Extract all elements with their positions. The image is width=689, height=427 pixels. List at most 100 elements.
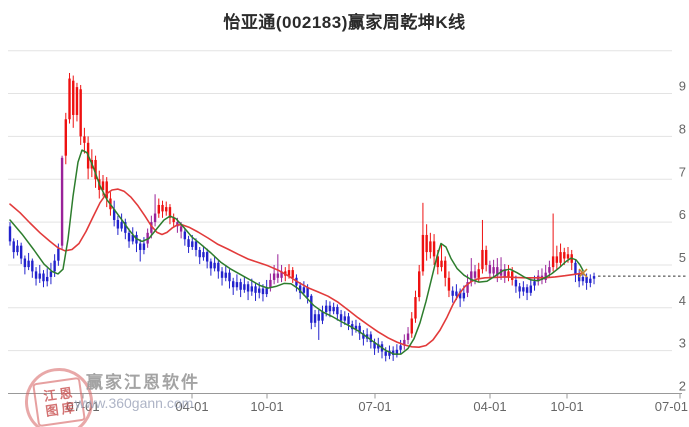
y-tick-label: 5 (679, 250, 686, 265)
candle-body (12, 241, 15, 253)
candle-body (261, 288, 265, 295)
candle-body (235, 282, 239, 288)
candle-body (198, 249, 201, 258)
candle-body (291, 270, 294, 278)
candle-body (142, 243, 146, 250)
candle-body (421, 234, 425, 272)
candle-body (462, 292, 466, 299)
candle-body (589, 278, 592, 283)
candle-body (310, 295, 313, 323)
candle-body (566, 254, 570, 259)
x-tick-label: 07-01 (358, 399, 391, 414)
candle-body (388, 350, 391, 356)
candle-body (444, 260, 447, 278)
candle-body (555, 256, 559, 263)
candle-body (79, 89, 82, 137)
candle-body (447, 277, 451, 291)
candle-body (328, 305, 332, 312)
candle-body (232, 281, 235, 288)
candle-body (57, 248, 60, 261)
candle-body (165, 207, 168, 212)
candle-body (157, 204, 160, 214)
candle-body (581, 276, 585, 282)
x-tick-label: 10-01 (250, 399, 283, 414)
candle-body (202, 252, 205, 258)
x-tick-label: 04-01 (175, 399, 208, 414)
candle-body (473, 271, 477, 278)
candle-body (272, 273, 276, 280)
candle-body (101, 181, 105, 190)
candle-body (94, 159, 97, 180)
candle-body (243, 284, 246, 290)
candle-body (455, 291, 458, 296)
candle-body (496, 267, 499, 276)
candle-body (112, 209, 116, 220)
candle-body (429, 241, 432, 253)
candle-body (548, 267, 551, 273)
candle-body (518, 286, 521, 292)
candle-body (484, 249, 488, 265)
candle-body (75, 87, 79, 115)
brand-watermark: 赢家江恩软件 (86, 373, 200, 392)
candle-body (425, 234, 428, 253)
candle-body (120, 222, 123, 229)
candle-body (436, 256, 439, 268)
candle-body (529, 285, 532, 293)
candle-body (418, 271, 421, 298)
candle-body (161, 204, 164, 212)
candle-body (298, 285, 302, 293)
candle-body (265, 287, 268, 295)
candle-body (38, 273, 41, 279)
candle-body (183, 231, 187, 240)
candle-body (116, 219, 120, 229)
candle-body (176, 222, 179, 227)
candle-body (191, 241, 194, 247)
y-tick-label: 7 (679, 164, 686, 179)
candle-body (217, 262, 220, 272)
candle-body (373, 342, 376, 349)
candle-body (347, 316, 350, 325)
candle-body (131, 234, 134, 242)
candle-body (507, 271, 510, 277)
candle-body (254, 286, 257, 293)
candle-body (451, 290, 454, 296)
candle-body (332, 306, 335, 312)
ma-green-line (9, 149, 584, 355)
candle-body (336, 306, 339, 315)
candle-body (377, 344, 380, 349)
candle-body (559, 252, 562, 263)
candle-body (466, 282, 469, 293)
candle-body (16, 245, 19, 253)
y-tick-label: 4 (679, 293, 686, 308)
candle-body (522, 287, 525, 292)
candle-body (139, 243, 142, 250)
candle-body (269, 279, 272, 288)
candle-body (302, 287, 306, 293)
candle-body (514, 279, 518, 287)
candle-body (68, 78, 71, 120)
candle-body (399, 345, 402, 350)
candle-body (395, 349, 399, 355)
candle-body (27, 260, 30, 268)
candle-body (358, 325, 361, 334)
candle-body (488, 264, 492, 274)
candle-body (414, 297, 417, 319)
candle-body (53, 260, 56, 272)
candle-body (250, 286, 253, 292)
candle-body (19, 245, 23, 259)
candle-body (224, 272, 227, 278)
candle-body (8, 226, 12, 242)
candle-body (343, 316, 346, 321)
candle-body (172, 217, 175, 223)
candle-body (306, 287, 309, 298)
chart-title: 怡亚通(002183)赢家周乾坤K线 (223, 13, 466, 32)
candle-body (511, 271, 514, 280)
y-tick-label: 3 (679, 336, 686, 351)
candle-body (60, 157, 64, 246)
candle-body (406, 333, 410, 340)
x-tick-label: 10-01 (550, 399, 583, 414)
candle-body (585, 276, 588, 283)
candle-body (391, 350, 395, 355)
